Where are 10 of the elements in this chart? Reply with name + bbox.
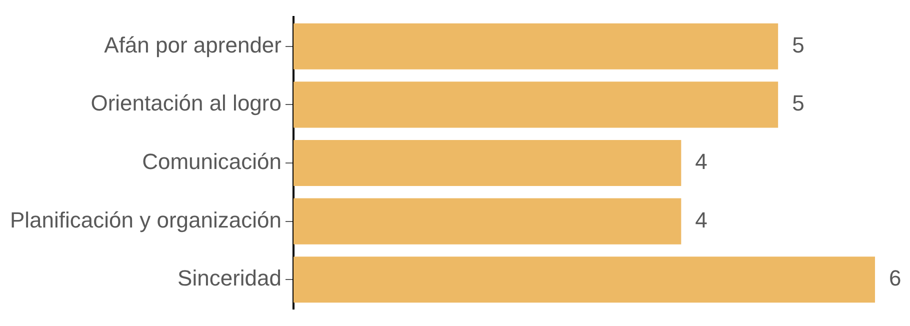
data-label: 4 bbox=[695, 207, 708, 232]
y-tick-label: Sinceridad bbox=[178, 266, 282, 291]
y-tick-label: Orientación al logro bbox=[90, 90, 282, 116]
data-label: 5 bbox=[792, 90, 804, 116]
y-tick-label: Afán por aprender bbox=[104, 32, 282, 58]
data-label: 4 bbox=[695, 149, 708, 174]
data-label: 5 bbox=[792, 32, 804, 58]
y-tick-label: Planificación y organización bbox=[10, 207, 282, 232]
data-label: 6 bbox=[889, 266, 902, 291]
y-tick-label: Comunicación bbox=[142, 149, 282, 174]
